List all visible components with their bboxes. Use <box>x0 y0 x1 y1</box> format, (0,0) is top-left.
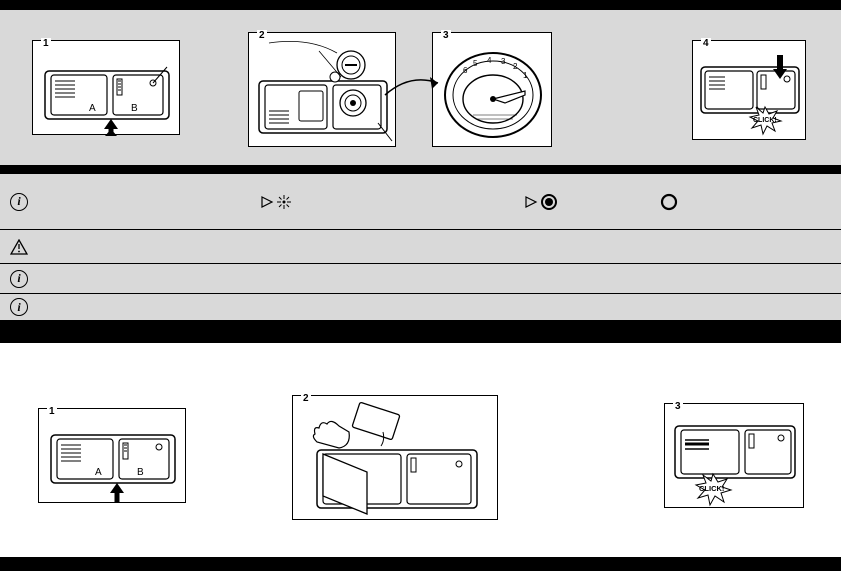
svg-text:CLICK!: CLICK! <box>699 484 724 493</box>
panel-rinse-dial: 3 6 5 4 3 2 1 <box>432 32 552 147</box>
top-black-bar-1 <box>0 0 841 10</box>
info-row-3: i <box>0 263 841 293</box>
svg-text:2: 2 <box>513 62 518 71</box>
panel-num: 4 <box>701 38 711 49</box>
info-icon: i <box>10 298 28 316</box>
svg-text:A: A <box>89 103 96 114</box>
svg-text:A: A <box>95 467 102 478</box>
info-row-4: i <box>0 293 841 321</box>
panel-rinse-aid-open: 2 <box>248 32 396 147</box>
panel-b-pour-detergent: 2 <box>292 395 498 520</box>
svg-text:B: B <box>137 467 144 478</box>
svg-text:4: 4 <box>487 56 492 65</box>
mid-black-bar <box>0 321 841 343</box>
svg-text:6: 6 <box>463 66 468 75</box>
svg-text:B: B <box>131 103 138 114</box>
arrow-2-to-3 <box>380 65 450 105</box>
panel-num: 1 <box>41 38 51 49</box>
panel-num: 2 <box>301 393 311 404</box>
info-row-1: i <box>0 173 841 229</box>
click-text: CLICK! <box>753 117 777 124</box>
svg-text:5: 5 <box>473 59 478 68</box>
panel-num: 3 <box>441 30 451 41</box>
info-row-2 <box>0 229 841 263</box>
symbol-hollow-circle <box>660 193 678 211</box>
panel-dispenser-labeled: 1 A B <box>32 40 180 135</box>
svg-text:1: 1 <box>523 71 528 80</box>
info-icon: i <box>10 270 28 288</box>
panel-num: 1 <box>47 406 57 417</box>
bottom-black-bar <box>0 557 841 571</box>
panel-num: 2 <box>257 30 267 41</box>
info-icon: i <box>10 193 28 211</box>
top-panels-row: 1 A B <box>0 10 841 165</box>
warning-icon <box>10 239 28 255</box>
panel-b-close-click: 3 CLICK! <box>664 403 804 508</box>
symbol-play-darkcircle <box>524 193 558 211</box>
top-black-bar-2 <box>0 165 841 173</box>
symbol-sparkle-play <box>260 194 292 210</box>
panel-close-click: 4 CLICK! <box>692 40 806 140</box>
panel-b-dispenser: 1 A B <box>38 408 186 503</box>
bottom-panels-row: 1 A B 2 <box>0 373 841 553</box>
panel-num: 3 <box>673 401 683 412</box>
svg-text:3: 3 <box>501 57 506 66</box>
